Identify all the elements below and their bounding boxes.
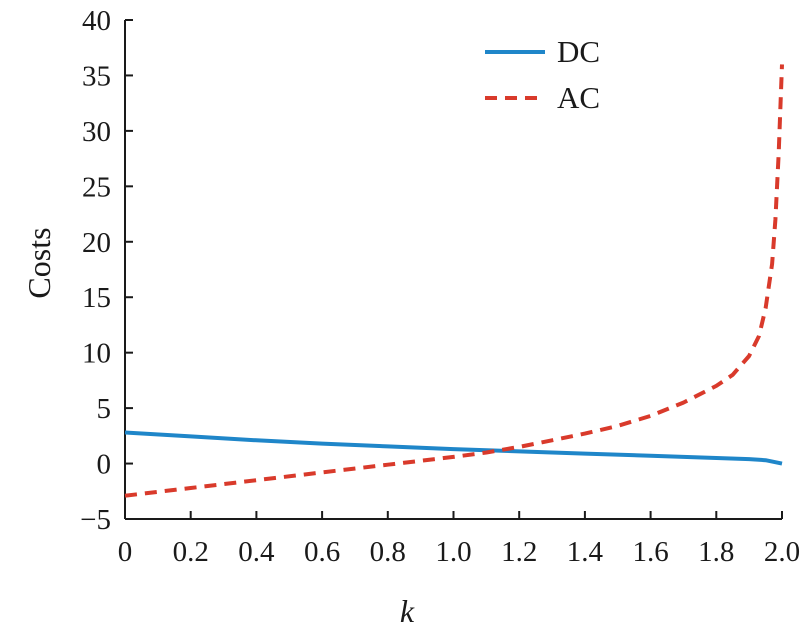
x-axis-title: k [400,593,415,629]
x-tick-label: 0 [118,536,133,568]
y-tick-label: 10 [82,338,111,370]
y-tick-label: 40 [82,5,111,37]
plot-lines [124,64,784,498]
y-tick-label: 15 [82,282,111,314]
x-tick-label: 1.6 [632,536,668,568]
x-tick-label: 1.8 [698,536,734,568]
y-tick-label: 0 [97,449,112,481]
x-tick-label: 0.8 [370,536,406,568]
x-tick-label: 0.2 [173,536,209,568]
x-tick-label: 0.6 [304,536,340,568]
x-tick-label: 1.2 [501,536,537,568]
y-tick-label: 35 [82,60,111,92]
axes [124,20,782,520]
y-tick-label: 25 [82,171,111,203]
x-tick-label: 2.0 [764,536,800,568]
x-tick-label: 0.4 [238,536,275,568]
x-ticks: 0 0.2 0.4 0.6 0.8 1.0 1.2 1.4 1.6 1.8 2.0 [118,511,800,568]
x-tick-label: 1.4 [567,536,604,568]
y-axis-title: Costs [21,227,57,298]
legend-label-dc: DC [557,34,600,69]
series-line-dc [124,430,783,466]
y-tick-label: −5 [80,504,111,536]
y-ticks: −5 0 5 10 15 20 25 30 35 40 [80,5,133,536]
series-line-ac [124,64,784,498]
y-tick-label: 30 [82,116,111,148]
y-tick-label: 5 [97,393,112,425]
legend: DC AC [485,34,600,115]
y-tick-label: 20 [82,227,111,259]
x-tick-label: 1.0 [435,536,471,568]
legend-label-ac: AC [557,80,600,115]
